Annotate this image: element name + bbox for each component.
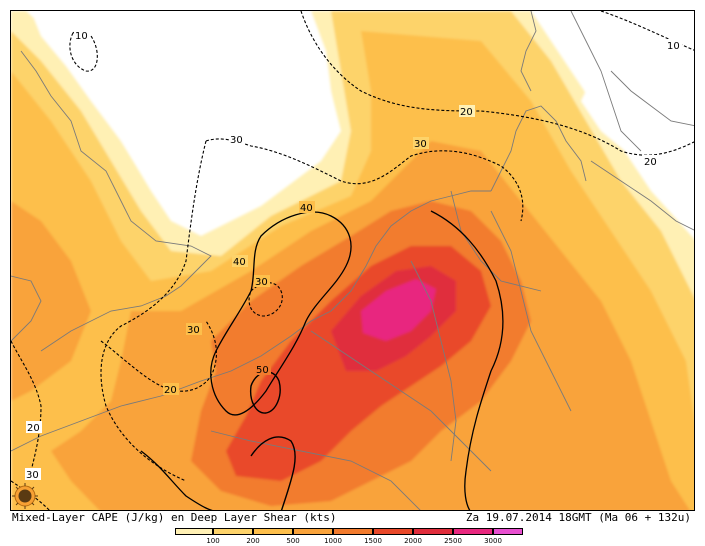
legend-swatch-2 [253, 528, 293, 535]
coastline-sweden [570, 11, 642, 152]
coastline-layer [11, 11, 694, 510]
border-inland-1 [310, 330, 492, 472]
border-inland-3 [490, 210, 572, 412]
coastline-benelux [330, 190, 491, 312]
legend-swatch-7 [453, 528, 493, 535]
contour-label-30-island: 30 [255, 277, 268, 288]
cape-field-layer [11, 11, 694, 510]
legend-label-1500: 1500 [364, 537, 382, 545]
legend-label-500: 500 [286, 537, 300, 545]
coastline-baltic [590, 160, 694, 231]
valid-time: Za 19.07.2014 18GMT (Ma 06 + 132u) [465, 511, 691, 524]
contour-label-30-north: 30 [414, 139, 427, 150]
map-title: Mixed-Layer CAPE (J/kg) en Deep Layer Sh… [12, 511, 337, 524]
shear-contour-layer [11, 11, 694, 510]
border-inland-4 [210, 430, 421, 510]
border-inland-2 [410, 260, 457, 462]
cape-shear-map: 10 10 20 20 20 20 30 30 30 30 30 40 40 [11, 11, 694, 510]
contour-label-20-west: 20 [27, 423, 40, 434]
coastline-denmark [490, 105, 587, 192]
color-legend: 100 200 500 1000 1500 2000 2500 3000 [175, 528, 535, 546]
legend-swatch-6 [413, 528, 453, 535]
legend-label-100: 100 [206, 537, 220, 545]
contour-label-30-sw: 30 [26, 470, 39, 481]
coastline-uk [20, 50, 212, 352]
contour-label-10-nw: 10 [75, 31, 88, 42]
legend-swatch-8 [493, 528, 523, 535]
legend-swatch-1 [213, 528, 253, 535]
legend-label-1000: 1000 [324, 537, 342, 545]
no-cape-area [31, 11, 331, 221]
no-cape-area-ne [581, 11, 694, 161]
contour-label-40-west: 40 [233, 257, 246, 268]
contour-label-50: 50 [256, 365, 269, 376]
contour-30-island [248, 282, 283, 317]
coastline-ireland [11, 275, 42, 342]
contour-30-outer [205, 138, 524, 222]
legend-label-200: 200 [246, 537, 260, 545]
legend-swatch-4 [333, 528, 373, 535]
contour-label-20-ne: 20 [644, 157, 657, 168]
border-inland-5 [450, 190, 542, 292]
contour-label-40-north: 40 [300, 203, 313, 214]
contour-40-south [140, 450, 213, 510]
contour-20-north [300, 11, 694, 156]
contour-20-west [11, 340, 42, 472]
map-panel: 10 10 20 20 20 20 30 30 30 30 30 40 40 [10, 10, 695, 511]
legend-label-2500: 2500 [444, 537, 462, 545]
contour-40-right [430, 210, 504, 510]
contour-label-20-north: 20 [460, 107, 473, 118]
contour-20-mid [100, 320, 217, 392]
coastline-norway [520, 11, 537, 92]
legend-label-3000: 3000 [484, 537, 502, 545]
legend-swatch-0 [175, 528, 213, 535]
coastline-finland [610, 70, 694, 127]
coastline-france [11, 310, 332, 452]
contour-labels: 10 10 20 20 20 20 30 30 30 30 30 40 40 [25, 29, 682, 481]
contour-40 [210, 211, 352, 416]
contour-label-20-mid: 20 [164, 385, 177, 396]
contour-label-30-mid: 30 [187, 325, 200, 336]
contour-label-10-ne: 10 [667, 41, 680, 52]
contour-label-30-west: 30 [230, 135, 243, 146]
legend-label-2000: 2000 [404, 537, 422, 545]
source-logo [12, 483, 38, 509]
caption-bar: Mixed-Layer CAPE (J/kg) en Deep Layer Sh… [10, 511, 695, 526]
cape-band-3000 [361, 279, 436, 341]
contour-50-tail [250, 436, 296, 510]
legend-swatch-5 [373, 528, 413, 535]
contour-10-ne [600, 11, 694, 51]
contour-10-nw [69, 30, 98, 72]
contour-30-west [100, 140, 207, 482]
legend-swatch-3 [293, 528, 333, 535]
